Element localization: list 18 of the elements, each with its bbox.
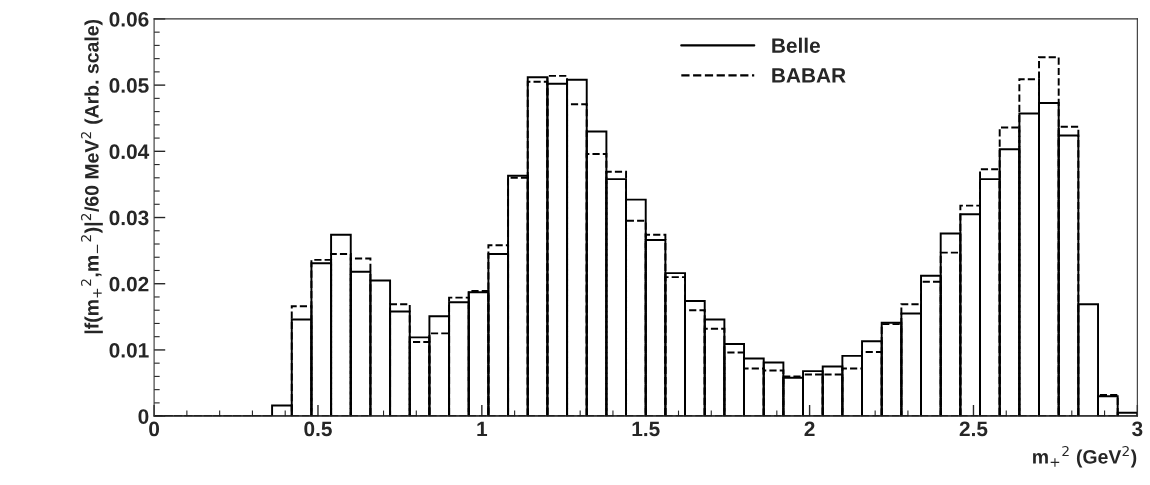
y-tick-label: 0.05: [109, 78, 149, 93]
x-tick-label: 1: [477, 421, 488, 437]
y-tick-label: 0.01: [109, 342, 149, 358]
text: |f(m$_{+}$$^{2}$,m$_{−}$$^{2}$)|$^{2}$/60 MeV$^{2}$ (Arb. scale): [80, 19, 103, 334]
y-tick-label: 0.02: [109, 276, 149, 292]
y-tick-label: 0: [138, 409, 149, 424]
x-tick-label: 2.5: [959, 421, 988, 437]
x-tick-label: 2: [804, 421, 815, 437]
y-tick-label: 0.04: [109, 144, 150, 160]
y-tick-label: 0.03: [109, 210, 149, 226]
x-tick-label: 0.5: [304, 421, 332, 437]
x-tick-label: 3: [1132, 421, 1143, 437]
legend-label: BABAR: [772, 68, 846, 83]
x-axis-title: m$_{+}$$^{2}$ (GeV$^{2}$): [1033, 445, 1137, 468]
x-tick-label: 0: [149, 421, 160, 437]
legend-label: Belle: [772, 37, 820, 53]
x-tick-label: 1.5: [632, 421, 660, 437]
y-tick-label: 0.06: [109, 11, 149, 27]
